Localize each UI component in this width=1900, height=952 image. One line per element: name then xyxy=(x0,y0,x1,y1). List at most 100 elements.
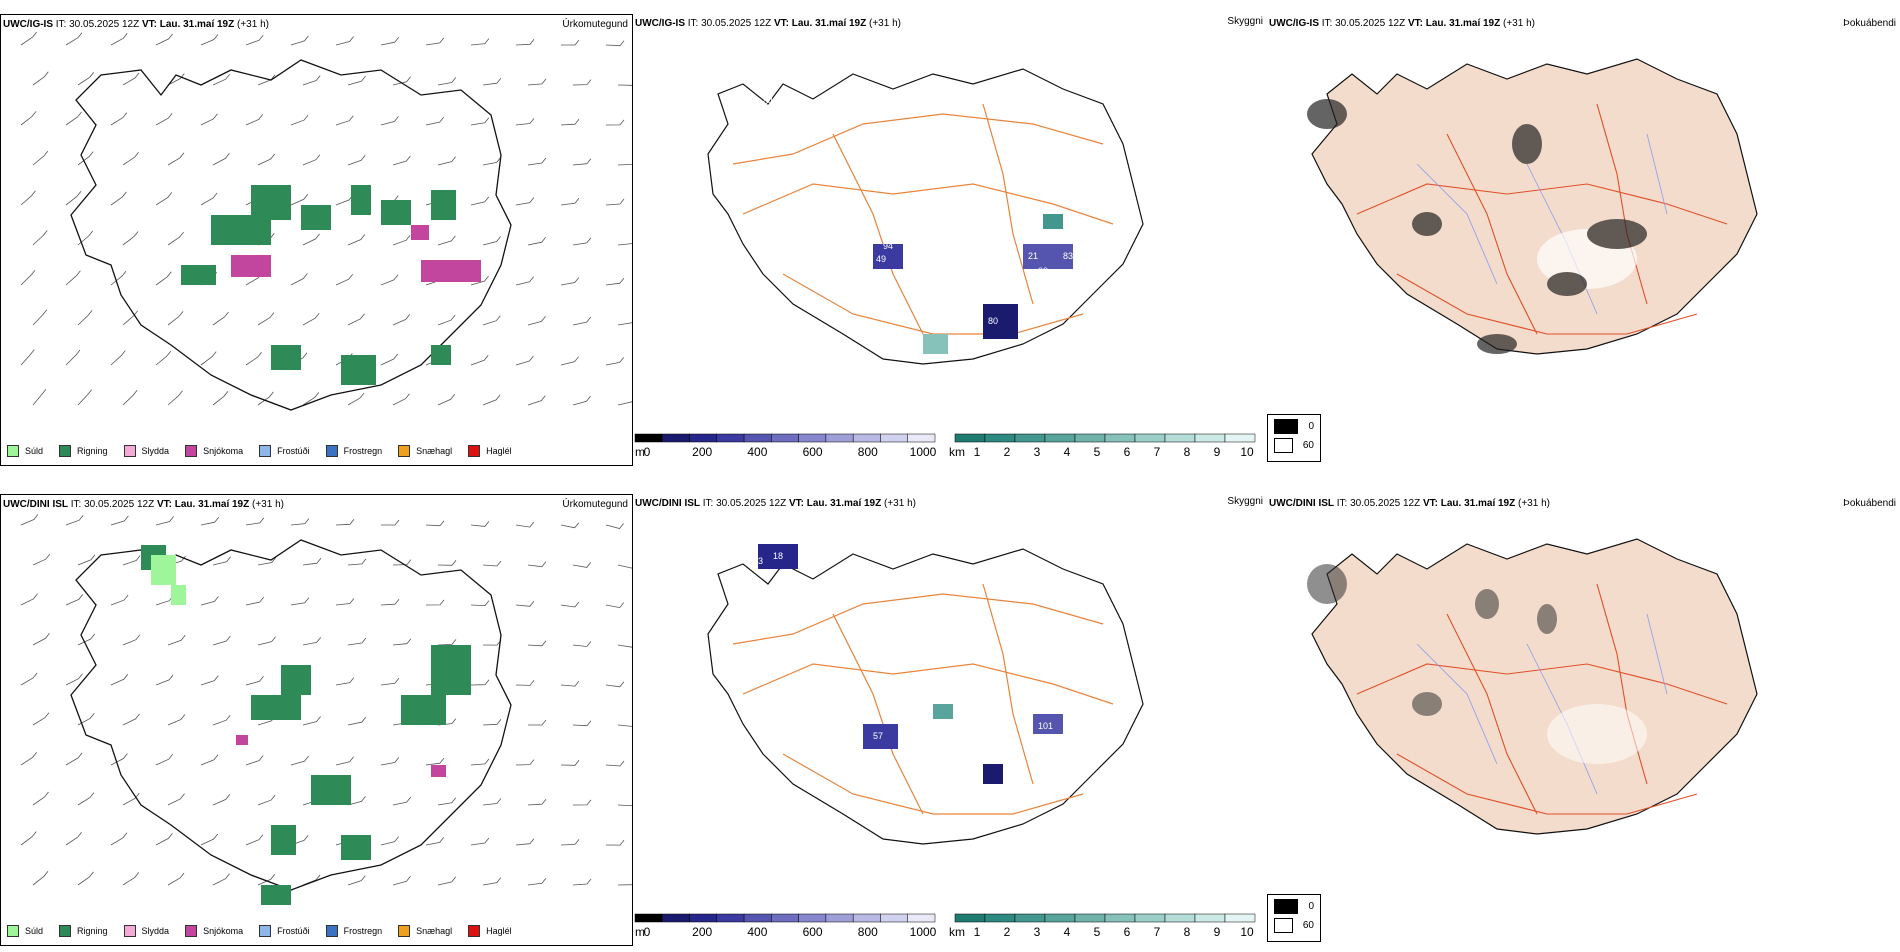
wind-barb xyxy=(572,237,592,246)
vt-label: VT: xyxy=(788,498,804,509)
panel-header: UWC/DINI ISL IT: 30.05.2025 12Z VT: Lau.… xyxy=(1269,498,1550,509)
wind-barb xyxy=(200,34,219,46)
wind-barb xyxy=(65,32,83,46)
wind-barb xyxy=(515,118,535,126)
wind-barb xyxy=(380,36,400,46)
wind-barb xyxy=(572,720,592,727)
legend-label: Snjókoma xyxy=(203,446,244,456)
vt-label: VT: xyxy=(156,499,172,510)
wind-barb xyxy=(212,873,230,886)
ceiling-color-step xyxy=(880,913,908,923)
wind-barb xyxy=(572,396,591,406)
wind-barb xyxy=(65,270,81,286)
legend-swatch xyxy=(7,925,19,937)
wind-barb xyxy=(527,316,546,326)
wind-barb xyxy=(470,521,490,527)
visibility-color-step xyxy=(954,913,986,923)
map-value-label: 84 xyxy=(763,96,773,106)
visibility-tick-label: 9 xyxy=(1214,445,1221,459)
legend-label: Frostregn xyxy=(343,446,383,456)
low-ceiling-areas xyxy=(873,214,1073,354)
wind-barb xyxy=(527,157,547,166)
wind-barb xyxy=(515,601,535,607)
wind-barb xyxy=(245,114,264,126)
wind-barb xyxy=(380,757,400,766)
wind-barb xyxy=(437,560,457,566)
wind-barb xyxy=(605,760,625,767)
panel-header: UWC/IG-IS IT: 30.05.2025 12Z VT: Lau. 31… xyxy=(635,18,901,29)
ceiling-color-step xyxy=(689,913,718,923)
iceland-outline xyxy=(70,59,512,411)
panel-title: Þokuábendi xyxy=(1843,18,1896,29)
wind-barb xyxy=(437,876,457,886)
it-value: 30.05.2025 12Z xyxy=(69,19,140,30)
wind-barb xyxy=(200,516,220,526)
wind-barb xyxy=(257,391,274,406)
wind-barb xyxy=(200,596,219,606)
forecast-offset: (+31 h) xyxy=(1518,498,1550,509)
it-value: 30.05.2025 12Z xyxy=(701,18,772,29)
ceiling-color-step xyxy=(907,913,936,923)
it-label: IT: xyxy=(702,498,714,509)
wind-barb xyxy=(560,356,579,366)
wind-barb xyxy=(482,315,501,326)
wind-barb xyxy=(617,564,632,569)
wind-barb xyxy=(482,236,501,246)
wind-barb xyxy=(122,555,141,566)
wind-barb xyxy=(77,389,92,406)
wind-barb xyxy=(290,114,309,126)
wind-barb xyxy=(77,871,94,886)
visibility-tick-label: 7 xyxy=(1154,445,1161,459)
colorbars-top: m0 200 400 600 800 1000 km 1 2 3 4 5 6 7 8 9 10 xyxy=(634,433,1256,459)
wind-barb xyxy=(605,357,625,366)
wind-barb xyxy=(77,72,95,86)
ceiling-map: 101 57 43 18 41 xyxy=(707,544,1144,845)
wind-barb xyxy=(527,640,547,647)
wind-barb xyxy=(347,313,365,326)
wind-barb xyxy=(122,792,140,806)
wind-barb xyxy=(212,153,230,166)
panel-header: UWC/IG-IS IT: 30.05.2025 12Z VT: Lau. 31… xyxy=(3,19,269,30)
fog-panel-top: UWC/IG-IS IT: 30.05.2025 12Z VT: Lau. 31… xyxy=(1267,14,1900,466)
ceiling-color-step xyxy=(743,433,772,443)
legend-swatch xyxy=(123,925,136,937)
wind-barb xyxy=(110,753,128,766)
it-value: 30.05.2025 12Z xyxy=(716,498,787,509)
wind-barb xyxy=(515,276,534,286)
wind-barb xyxy=(77,554,96,566)
visibility-color-step xyxy=(1074,913,1106,923)
wind-barb xyxy=(20,111,37,126)
legend-label: Snæhagl xyxy=(416,446,453,456)
wind-barb xyxy=(335,194,354,206)
legend-label: Frostregn xyxy=(343,926,383,936)
wind-barb xyxy=(425,520,445,527)
visibility-tick-label: 10 xyxy=(1240,445,1254,459)
wind-barb xyxy=(392,638,412,646)
wind-barb xyxy=(392,155,411,166)
legend-swatch xyxy=(123,445,136,457)
wind-barb xyxy=(572,799,592,806)
vt-label: VT: xyxy=(773,18,789,29)
ceiling-panel-bottom: UWC/DINI ISL IT: 30.05.2025 12Z VT: Lau.… xyxy=(633,494,1267,946)
wind-barb xyxy=(515,355,534,366)
wind-barb xyxy=(617,400,632,406)
cloud-legend: 0 60 xyxy=(1267,894,1321,942)
visibility-tick-label: 7 xyxy=(1154,925,1161,939)
wind-barb xyxy=(437,77,457,86)
ceiling-unit: m xyxy=(635,925,645,939)
legend-swatch xyxy=(259,925,272,937)
wind-barb xyxy=(110,33,128,46)
vt-value: Lau. 31.maí 19Z xyxy=(159,19,235,30)
wind-barb xyxy=(470,355,489,366)
it-label: IT: xyxy=(1321,18,1333,29)
wind-barb xyxy=(572,79,592,86)
ceiling-color-step xyxy=(852,433,881,443)
wind-barb xyxy=(257,636,276,646)
wind-barb xyxy=(527,561,547,568)
wind-barb xyxy=(167,872,185,886)
wind-barb xyxy=(605,119,625,126)
legend-swatch xyxy=(185,445,198,457)
forecast-offset: (+31 h) xyxy=(884,498,916,509)
wind-barb xyxy=(437,639,457,646)
